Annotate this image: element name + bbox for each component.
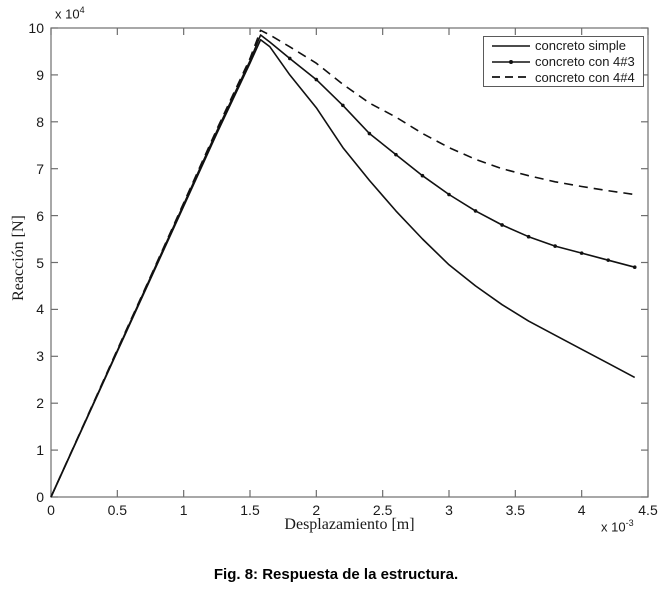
x-tick-label: 3	[445, 502, 453, 518]
series-marker-1	[473, 209, 478, 213]
plot-area	[50, 27, 649, 498]
series-marker-1	[606, 258, 610, 262]
legend-label: concreto simple	[535, 38, 627, 54]
solid-line-sample-icon	[492, 45, 530, 47]
y-tick-label: 7	[36, 160, 44, 177]
y-tick-label: 5	[36, 254, 44, 271]
dashed-line-sample-icon	[492, 76, 530, 79]
series-marker-1	[632, 265, 637, 269]
legend-label: concreto con 4#4	[535, 69, 635, 85]
legend-label: concreto con 4#3	[535, 54, 635, 69]
y-tick-label: 0	[36, 489, 44, 505]
series-marker-1	[447, 192, 451, 197]
x-tick-label: 4.5	[638, 502, 658, 518]
x-tick-label: 2	[312, 502, 321, 518]
axes-box	[50, 27, 649, 498]
series-marker-1	[367, 131, 372, 136]
series-marker-1	[553, 244, 557, 248]
y-axis-exponent-label: x 104	[55, 5, 85, 22]
x-tick-label: 1.5	[240, 502, 260, 518]
x-tick-label: 2.5	[372, 502, 393, 518]
x-axis-exponent-label: x 10-3	[601, 518, 634, 535]
legend-entry-concreto-con-4-4: concreto con 4#4	[491, 69, 643, 85]
x-tick-label: 1	[179, 502, 188, 518]
series-marker-1	[420, 173, 425, 178]
y-tick-label: 3	[36, 348, 44, 365]
dotted-solid-line-sample-icon	[492, 59, 530, 64]
series-line-2	[50, 29, 635, 498]
series-marker-1	[288, 56, 292, 61]
y-tick-label: 2	[36, 395, 44, 412]
y-tick-label: 4	[36, 301, 44, 318]
series-line-0	[50, 38, 636, 498]
series-marker-1	[341, 103, 345, 108]
y-tick-label: 8	[36, 113, 44, 130]
y-tick-label: 6	[36, 207, 44, 224]
legend-entry-concreto-con-4-3: concreto con 4#3	[491, 54, 643, 70]
series-marker-1	[579, 251, 584, 255]
x-axis-title: Desplazamiento [m]	[284, 516, 415, 533]
x-tick-label: 0	[47, 502, 55, 518]
y-tick-label: 10	[28, 20, 44, 36]
y-axis-title: Reacción [N]	[10, 215, 27, 301]
x-tick-label: 3.5	[505, 502, 526, 518]
legend-box: concreto simple concreto con 4#3 concret…	[483, 36, 644, 87]
series-marker-1	[526, 234, 531, 239]
legend-entry-concreto-simple: concreto simple	[491, 38, 643, 54]
series-marker-1	[500, 223, 504, 227]
y-tick-label: 9	[36, 66, 44, 83]
x-tick-label: 0.5	[107, 502, 128, 518]
figure-caption: Fig. 8: Respuesta de la estructura.	[213, 566, 459, 583]
y-tick-label: 1	[36, 442, 44, 459]
series-marker-1	[314, 77, 319, 82]
series-marker-1	[394, 152, 398, 157]
x-tick-label: 4	[577, 502, 586, 518]
